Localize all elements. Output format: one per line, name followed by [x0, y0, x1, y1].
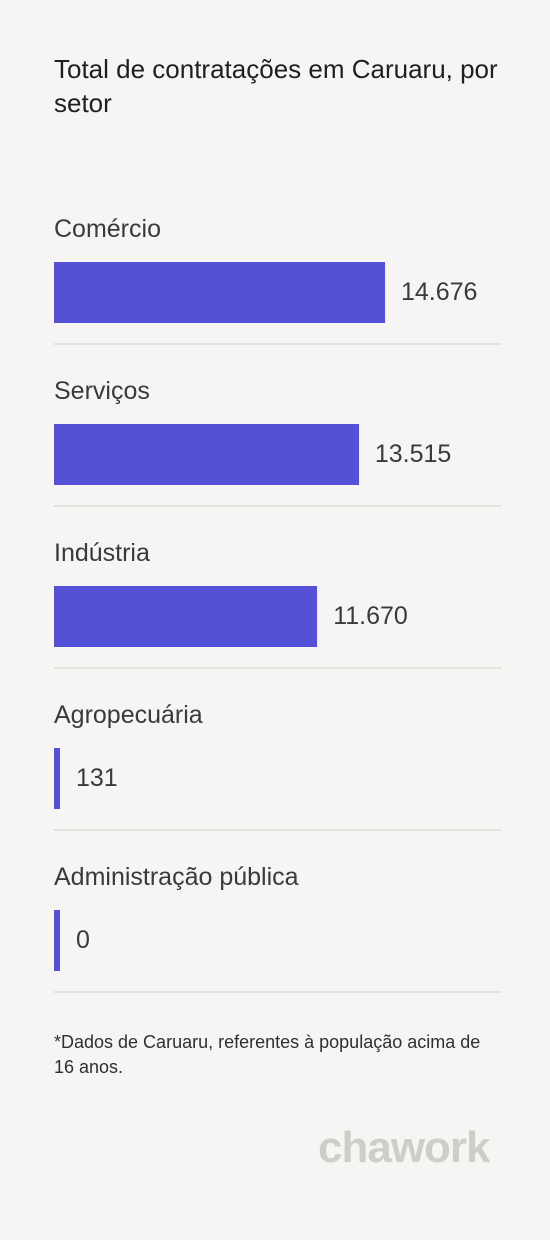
category-label: Agropecuária — [54, 701, 203, 729]
row-divider — [54, 829, 501, 831]
row-divider — [54, 667, 501, 669]
bar-rows: Comércio 14.676 Serviços 13.515 Indústria 11.… — [54, 212, 501, 1022]
category-label: Serviços — [54, 377, 150, 405]
bar-value-label: 11.670 — [333, 602, 408, 630]
bar — [54, 748, 60, 809]
bar-row: Comércio 14.676 — [54, 212, 501, 374]
row-divider — [54, 991, 501, 993]
chart-title: Total de contratações em Caruaru, por se… — [54, 54, 498, 118]
bar — [54, 262, 385, 323]
bar-value-label: 0 — [76, 926, 90, 954]
bar-row: Indústria 11.670 — [54, 536, 501, 698]
category-label: Administração pública — [54, 863, 299, 891]
row-divider — [54, 343, 501, 345]
bar-value-label: 131 — [76, 764, 118, 792]
footnote: *Dados de Caruaru, referentes à populaçã… — [54, 1032, 481, 1077]
bar — [54, 586, 318, 647]
bar-row: Administração pública 0 — [54, 860, 501, 1022]
category-label: Indústria — [54, 539, 150, 567]
bar-value-label: 13.515 — [374, 440, 452, 468]
bar-value-label: 14.676 — [401, 278, 478, 306]
row-divider — [54, 505, 501, 507]
chawork-logo: chawork — [318, 1123, 491, 1172]
category-label: Comércio — [54, 215, 161, 243]
bar — [54, 910, 60, 971]
bar — [54, 424, 359, 485]
bar-row: Serviços 13.515 — [54, 374, 501, 536]
bar-row: Agropecuária 131 — [54, 698, 501, 860]
